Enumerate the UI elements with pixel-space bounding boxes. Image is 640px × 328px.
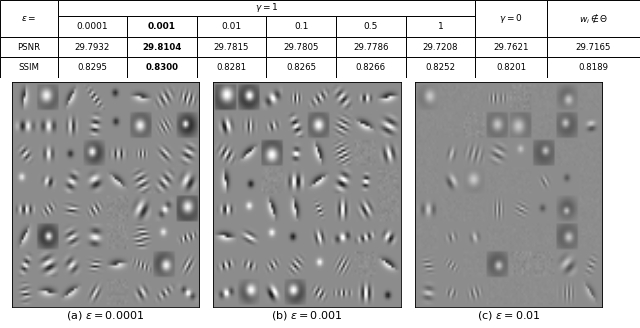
Text: 29.7165: 29.7165 — [576, 43, 611, 51]
Text: 29.7805: 29.7805 — [284, 43, 319, 51]
Text: 0.8281: 0.8281 — [216, 63, 246, 72]
Bar — [547, 37, 640, 57]
Text: 0.8266: 0.8266 — [356, 63, 386, 72]
Text: SSIM: SSIM — [19, 63, 39, 72]
Bar — [0, 57, 58, 78]
Bar — [406, 16, 476, 37]
Bar — [197, 37, 266, 57]
Bar — [58, 16, 127, 37]
Bar — [197, 57, 266, 78]
Text: $\epsilon=$: $\epsilon=$ — [21, 14, 36, 23]
Text: 0.8201: 0.8201 — [496, 63, 526, 72]
Bar — [266, 37, 336, 57]
Bar — [266, 57, 336, 78]
Text: 0.8252: 0.8252 — [426, 63, 456, 72]
Text: 0.8265: 0.8265 — [286, 63, 316, 72]
Text: 0.01: 0.01 — [221, 22, 242, 31]
Text: 0.8189: 0.8189 — [579, 63, 609, 72]
Bar — [127, 37, 197, 57]
Bar — [0, 37, 58, 57]
Bar — [336, 16, 406, 37]
Bar — [547, 57, 640, 78]
Bar — [0, 0, 58, 37]
Text: (c) $\epsilon = 0.01$: (c) $\epsilon = 0.01$ — [477, 309, 540, 322]
Bar — [406, 57, 476, 78]
Bar — [475, 57, 547, 78]
Text: PSNR: PSNR — [17, 43, 40, 51]
Bar — [475, 0, 547, 37]
Bar — [336, 57, 406, 78]
Text: 29.7786: 29.7786 — [353, 43, 388, 51]
Bar — [266, 16, 336, 37]
Text: 29.7815: 29.7815 — [214, 43, 250, 51]
Bar — [58, 57, 127, 78]
Bar — [127, 57, 197, 78]
Text: 1: 1 — [438, 22, 444, 31]
Text: 29.8104: 29.8104 — [142, 43, 182, 51]
Text: 0.001: 0.001 — [148, 22, 176, 31]
Text: 0.8300: 0.8300 — [145, 63, 179, 72]
Bar — [406, 37, 476, 57]
Text: $w_i\notin\Theta$: $w_i\notin\Theta$ — [579, 12, 608, 25]
Text: (b) $\epsilon = 0.001$: (b) $\epsilon = 0.001$ — [271, 309, 343, 322]
Bar — [475, 37, 547, 57]
Text: 0.8295: 0.8295 — [77, 63, 108, 72]
Text: (a) $\epsilon = 0.0001$: (a) $\epsilon = 0.0001$ — [66, 309, 145, 322]
Bar — [197, 16, 266, 37]
Text: 29.7621: 29.7621 — [493, 43, 529, 51]
Text: 29.7932: 29.7932 — [75, 43, 110, 51]
Bar — [58, 37, 127, 57]
Text: $\gamma=1$: $\gamma=1$ — [255, 1, 278, 14]
Text: 0.5: 0.5 — [364, 22, 378, 31]
Bar — [127, 16, 197, 37]
Text: $\gamma=0$: $\gamma=0$ — [499, 12, 523, 25]
Text: 0.0001: 0.0001 — [77, 22, 108, 31]
Bar — [336, 37, 406, 57]
Bar — [58, 0, 475, 16]
Text: 0.1: 0.1 — [294, 22, 308, 31]
Text: 29.7208: 29.7208 — [422, 43, 458, 51]
Bar — [547, 0, 640, 37]
